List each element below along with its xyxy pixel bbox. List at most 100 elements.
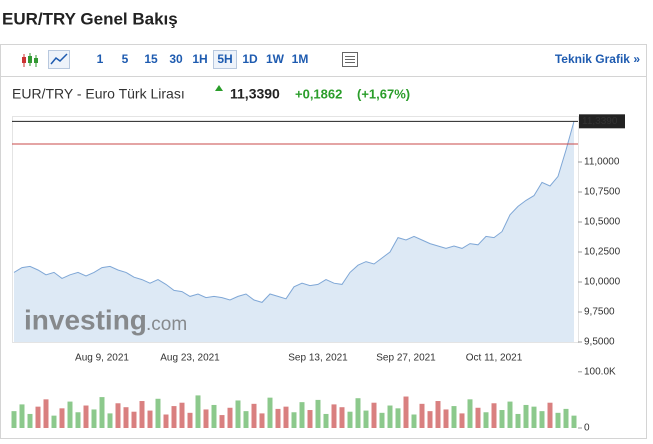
volume-bar bbox=[395, 408, 401, 428]
volume-bar bbox=[475, 407, 481, 428]
interval-button[interactable]: 1D bbox=[242, 52, 258, 66]
volume-bar bbox=[339, 407, 345, 428]
y-tick-label: 10,2500 bbox=[584, 247, 621, 258]
volume-bar bbox=[299, 402, 305, 428]
volume-bar bbox=[147, 410, 153, 428]
volume-bar bbox=[123, 407, 129, 428]
volume-bar bbox=[115, 403, 121, 428]
y-tick-label: 11,0000 bbox=[584, 157, 620, 168]
volume-bar bbox=[99, 397, 105, 428]
interval-button[interactable]: 5H bbox=[217, 52, 232, 66]
volume-tick-label: 100.0K bbox=[584, 366, 616, 377]
volume-bar bbox=[515, 413, 521, 428]
volume-bar bbox=[59, 408, 65, 428]
interval-button[interactable]: 1 bbox=[97, 52, 104, 66]
volume-bar bbox=[443, 409, 449, 428]
volume-bar bbox=[155, 398, 161, 428]
volume-bar bbox=[243, 411, 249, 428]
volume-bar bbox=[163, 414, 169, 428]
volume-bar bbox=[563, 408, 569, 428]
line-chart-icon[interactable] bbox=[48, 50, 70, 69]
volume-bar bbox=[43, 399, 49, 428]
instrument-name: EUR/TRY - Euro Türk Lirası bbox=[12, 86, 185, 102]
interval-button[interactable]: 5 bbox=[122, 52, 129, 66]
up-arrow bbox=[215, 85, 223, 91]
volume-bar bbox=[283, 406, 289, 428]
volume-bar bbox=[539, 411, 545, 428]
volume-bar bbox=[523, 404, 529, 428]
watermark: investing bbox=[24, 304, 147, 335]
y-tick-label: 10,0000 bbox=[584, 277, 621, 288]
x-tick-label: Sep 13, 2021 bbox=[288, 353, 348, 364]
interval-button[interactable]: 1H bbox=[192, 52, 207, 66]
volume-bar bbox=[427, 411, 433, 428]
y-tick-label: 9,7500 bbox=[584, 307, 615, 318]
interval-button[interactable]: 1W bbox=[266, 52, 285, 66]
volume-bar bbox=[179, 402, 185, 428]
price-tag bbox=[579, 114, 625, 129]
technical-chart-link[interactable]: Teknik Grafik » bbox=[555, 52, 640, 66]
volume-bar bbox=[355, 398, 361, 428]
volume-bar bbox=[131, 411, 137, 428]
interval-button[interactable]: 1M bbox=[292, 52, 309, 66]
volume-bar bbox=[571, 415, 577, 428]
volume-bar bbox=[467, 399, 473, 428]
volume-bar bbox=[459, 413, 465, 428]
price-line bbox=[13, 121, 575, 303]
volume-bar bbox=[507, 401, 513, 428]
volume-bar bbox=[251, 403, 257, 428]
y-tick-label: 10,7500 bbox=[584, 187, 621, 198]
volume-bar bbox=[139, 401, 145, 428]
volume-bar bbox=[91, 409, 97, 428]
volume-bar bbox=[75, 412, 81, 428]
volume-bar bbox=[419, 403, 425, 428]
candle-icon[interactable] bbox=[22, 53, 38, 67]
volume-bar bbox=[267, 397, 273, 428]
watermark-suffix: .com bbox=[146, 314, 187, 335]
table-icon[interactable] bbox=[342, 52, 358, 67]
volume-bar bbox=[275, 408, 281, 428]
interval-button[interactable]: 15 bbox=[144, 52, 158, 66]
volume-bar bbox=[259, 413, 265, 428]
volume-bar bbox=[387, 405, 393, 428]
volume-bar bbox=[435, 401, 441, 428]
y-tick-label: 9,5000 bbox=[584, 337, 615, 348]
volume-bar bbox=[499, 410, 505, 428]
volume-bar bbox=[171, 406, 177, 428]
volume-bar bbox=[51, 415, 57, 428]
x-tick-label: Sep 27, 2021 bbox=[376, 353, 436, 364]
volume-bar bbox=[307, 410, 313, 428]
x-tick-label: Oct 11, 2021 bbox=[466, 353, 523, 364]
volume-bar bbox=[411, 414, 417, 428]
volume-bar bbox=[347, 411, 353, 428]
volume-bar bbox=[291, 412, 297, 428]
interval-button[interactable]: 30 bbox=[169, 52, 183, 66]
volume-bar bbox=[227, 407, 233, 428]
x-tick-label: Aug 23, 2021 bbox=[160, 353, 220, 364]
volume-bar bbox=[531, 406, 537, 428]
volume-bar bbox=[451, 406, 457, 428]
last-price: 11,3390 bbox=[230, 86, 280, 102]
volume-bar bbox=[331, 404, 337, 428]
volume-bar bbox=[379, 412, 385, 428]
volume-bar bbox=[83, 405, 89, 428]
volume-bar bbox=[19, 404, 25, 428]
price-change: +0,1862 bbox=[295, 86, 342, 101]
volume-bar bbox=[547, 402, 553, 428]
volume-bar bbox=[555, 412, 561, 428]
volume-bar bbox=[187, 412, 193, 428]
volume-bar bbox=[107, 413, 113, 428]
price-change-percent: (+1,67%) bbox=[357, 86, 410, 101]
volume-bar bbox=[403, 396, 409, 428]
volume-bar bbox=[491, 403, 497, 428]
volume-bar bbox=[371, 402, 377, 428]
y-tick-label: 10,5000 bbox=[584, 217, 621, 228]
volume-bar bbox=[211, 404, 217, 428]
volume-bar bbox=[67, 401, 73, 428]
volume-bar bbox=[195, 395, 201, 428]
volume-bar bbox=[323, 413, 329, 428]
price-area bbox=[14, 121, 574, 342]
volume-bar bbox=[219, 415, 225, 428]
